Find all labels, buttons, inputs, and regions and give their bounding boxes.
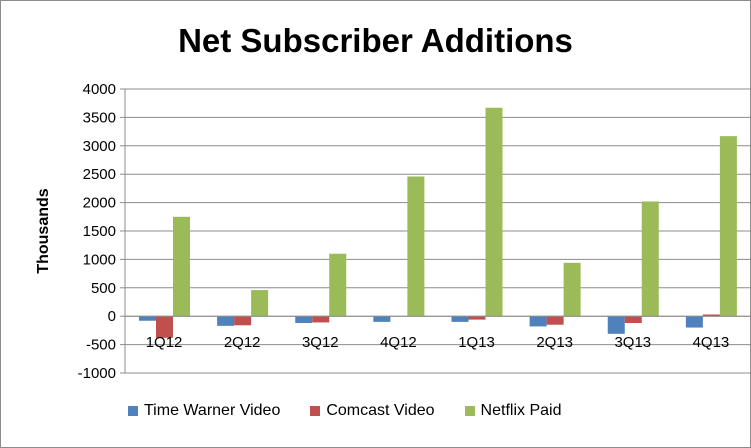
y-tick-label: -1000: [78, 365, 116, 382]
y-tick-label: 1000: [83, 251, 116, 268]
legend-swatch: [310, 406, 321, 416]
legend-item: Netflix Paid: [464, 402, 562, 420]
bar-comcast-video-3q13: [624, 316, 642, 324]
bar-comcast-video-1q13: [468, 316, 486, 320]
x-tick-label: 3Q12: [302, 334, 339, 351]
legend-label: Netflix Paid: [480, 402, 562, 419]
x-tick-label: 4Q13: [693, 334, 730, 351]
legend-swatch: [128, 406, 138, 416]
x-axis-labels: 1Q12 2Q12 3Q12 4Q12 1Q13 2Q13 3Q13 4Q13: [146, 334, 730, 351]
bar-comcast-video-1q12: [156, 316, 173, 338]
legend-label: Comcast Video: [326, 402, 435, 419]
bar-netflix-paid-1q13: [485, 107, 503, 317]
x-tick-label: 1Q13: [458, 334, 495, 351]
legend-item: Time Warner Video: [128, 402, 280, 420]
y-tick-label: 2000: [83, 195, 116, 212]
bar-netflix-paid-4q13: [719, 136, 737, 317]
bar-time-warner-video-1q12: [139, 316, 156, 321]
bar-comcast-video-2q12: [234, 316, 252, 326]
bar-netflix-paid-4q12: [407, 176, 425, 317]
bar-comcast-video-2q13: [546, 316, 564, 325]
y-tick-label: 2500: [83, 166, 116, 183]
y-tick-label: 4000: [83, 81, 116, 98]
bar-netflix-paid-1q12: [173, 216, 190, 317]
bars: [139, 107, 737, 338]
bar-netflix-paid-3q13: [641, 201, 659, 317]
legend-swatch: [464, 406, 475, 416]
legend: Time Warner Video Comcast Video Netflix Pa…: [128, 402, 561, 420]
bar-time-warner-video-4q13: [685, 316, 703, 328]
y-tick-label: -500: [86, 337, 116, 354]
gridlines: [125, 88, 750, 374]
y-axis-label: Thousands: [35, 188, 52, 273]
x-tick-label: 2Q13: [536, 334, 573, 351]
legend-item: Comcast Video: [310, 402, 435, 420]
y-axis-ticks: 4000 3500 3000 2500 2000 1500 1000 500 0 -500 -100…: [78, 81, 125, 382]
y-tick-label: 1500: [83, 223, 116, 240]
x-tick-label: 3Q13: [614, 334, 651, 351]
bar-time-warner-video-2q12: [217, 316, 235, 326]
y-tick-label: 500: [91, 280, 116, 297]
chart-title: Net Subscriber Additions: [178, 22, 573, 59]
bar-comcast-video-3q12: [312, 316, 330, 323]
bar-time-warner-video-3q13: [607, 316, 625, 334]
x-tick-label: 4Q12: [380, 334, 417, 351]
x-tick-label: 1Q12: [146, 334, 183, 351]
x-tick-label: 2Q12: [224, 334, 261, 351]
bar-time-warner-video-1q13: [451, 316, 469, 322]
bar-time-warner-video-2q13: [529, 316, 547, 327]
bar-netflix-paid-3q12: [329, 253, 347, 317]
bar-netflix-paid-2q13: [563, 262, 581, 317]
y-tick-label: 3000: [83, 138, 116, 155]
bar-comcast-video-4q13: [702, 314, 720, 317]
bar-time-warner-video-3q12: [295, 316, 313, 324]
y-tick-label: 0: [108, 308, 116, 325]
legend-label: Time Warner Video: [144, 402, 281, 419]
bar-time-warner-video-4q12: [373, 316, 391, 322]
bar-netflix-paid-2q12: [251, 290, 269, 317]
y-tick-label: 3500: [83, 109, 116, 126]
